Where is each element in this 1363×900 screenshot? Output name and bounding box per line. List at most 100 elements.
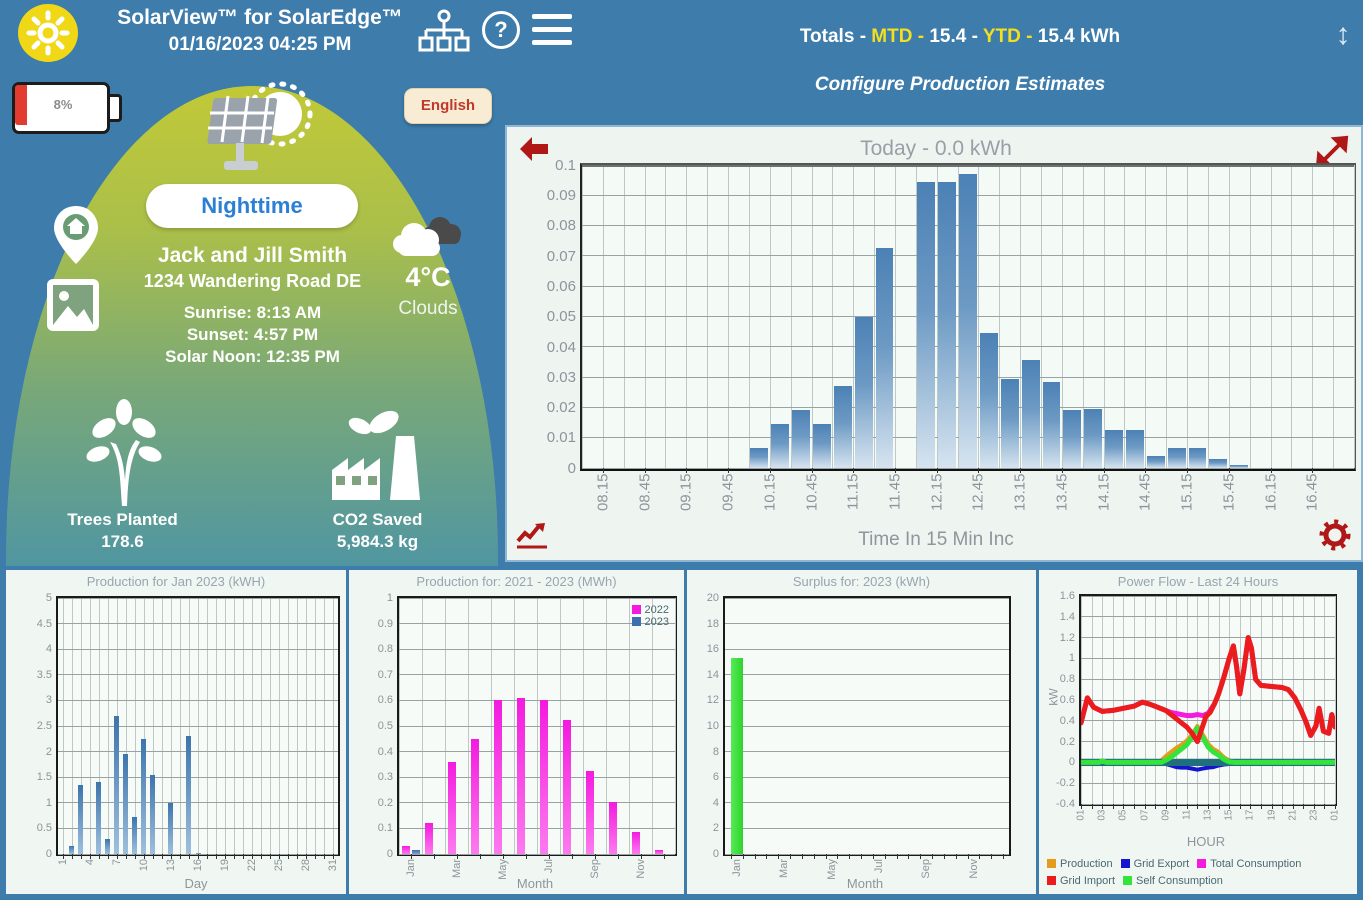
x-tickmark [502, 854, 504, 859]
h-gridline [1081, 616, 1335, 618]
y-tick-label: 0.8 [377, 643, 393, 656]
bar [654, 850, 663, 854]
bar [96, 782, 102, 854]
bar [750, 448, 769, 468]
power-flow-xlabel: HOUR [1186, 834, 1226, 849]
h-gridline [399, 648, 675, 650]
h-gridline [725, 853, 1009, 855]
x-tickmark [479, 854, 481, 859]
separator: - [917, 26, 925, 47]
y-tick-label: 0.04 [546, 338, 576, 356]
totals-unit: kWh [1080, 26, 1121, 47]
x-tickmark [571, 854, 573, 859]
h-gridline [58, 648, 338, 650]
help-icon[interactable]: ? [482, 11, 520, 49]
daylight-status-button[interactable]: Nighttime [146, 184, 358, 228]
x-tickmark [978, 468, 980, 473]
gear-icon[interactable] [1319, 519, 1351, 551]
bar [1125, 430, 1144, 468]
x-tickmark [894, 468, 896, 473]
bar [516, 697, 525, 854]
h-gridline [58, 827, 338, 829]
years-production-card: Production for: 2021 - 2023 (MWh) 0 0.1 0.… [349, 570, 684, 894]
x-tick-label: 05 [1117, 809, 1129, 821]
temperature: 4°C [405, 262, 451, 292]
co2-saved-label: CO2 Saved [332, 510, 423, 529]
vertical-scroll-icon[interactable]: ↕ [1335, 18, 1351, 51]
h-gridline [58, 623, 338, 625]
x-tick-label: 16.45 [1303, 473, 1321, 512]
x-tickmark [107, 854, 109, 859]
y-tick-label: 0 [1068, 756, 1075, 769]
x-tickmark [1229, 804, 1231, 809]
x-tickmark [252, 854, 254, 859]
bar [875, 248, 894, 468]
bar [1021, 360, 1040, 468]
bar [1063, 410, 1082, 468]
y-tick-label: 16 [706, 643, 719, 656]
h-gridline [725, 623, 1009, 625]
x-tickmark [306, 854, 308, 859]
battery-percent: 8% [53, 97, 73, 112]
mtd-label: MTD [871, 26, 913, 47]
h-gridline [725, 597, 1009, 599]
y-tick-label: 0.9 [377, 617, 393, 630]
line-chart-icon[interactable] [515, 521, 551, 551]
bar [833, 386, 852, 468]
v-gridline [675, 598, 676, 854]
y-tick-label: 6 [712, 771, 719, 784]
x-tickmark [837, 854, 839, 859]
menu-icon[interactable] [532, 13, 572, 47]
back-arrow-icon[interactable] [517, 135, 551, 165]
x-tickmark [216, 854, 218, 859]
solar-noon-time: Solar Noon: 12:35 PM [165, 347, 340, 366]
photo-icon[interactable] [44, 276, 102, 334]
h-gridline [1081, 637, 1335, 639]
x-tickmark [1020, 468, 1022, 473]
x-tick-label: 11.45 [886, 473, 904, 510]
h-gridline [1081, 678, 1335, 680]
bar [132, 817, 138, 854]
bar [631, 832, 640, 854]
x-tick-label: 08.45 [636, 473, 654, 512]
h-gridline [58, 725, 338, 727]
sitemap-icon[interactable] [418, 8, 470, 54]
zero-band [1081, 758, 1335, 767]
today-chart-plot: 0 0.01 0.02 0.03 0.04 0.05 0.06 0.07 0.08 0.09 0.1… [547, 157, 1356, 511]
legend-swatch [1197, 859, 1207, 868]
x-tickmark [640, 854, 642, 859]
x-tickmark [1292, 804, 1294, 809]
x-tick-label: 16.15 [1262, 473, 1280, 512]
trees-planted-value: 178.6 [101, 532, 144, 551]
totals-line: Totals - MTD - 15.4 - YTD - 15.4 kWh [700, 26, 1220, 48]
x-tickmark [98, 854, 100, 859]
separator: - [859, 26, 867, 47]
h-gridline [1081, 595, 1335, 597]
x-tickmark [813, 854, 815, 859]
y-tick-label: 3 [45, 694, 52, 707]
surplus-card: Surplus for: 2023 (kWh) 0 2 4 6 8 10 12 14 16 18 2… [687, 570, 1036, 894]
x-tickmark [1081, 804, 1082, 809]
h-gridline [58, 802, 338, 804]
language-button[interactable]: English [404, 88, 492, 124]
x-tickmark [1260, 804, 1262, 809]
sunset-time: Sunset: 4:57 PM [186, 325, 319, 344]
x-tickmark [663, 854, 665, 859]
x-tickmark [932, 854, 934, 859]
location-pin-icon[interactable] [52, 204, 100, 266]
x-tickmark [1003, 854, 1005, 859]
today-chart-xlabel: Time In 15 Min Inc [858, 529, 1014, 550]
x-tickmark [602, 468, 604, 473]
x-tickmark [811, 468, 813, 473]
configure-production-estimates-link[interactable]: Configure Production Estimates [814, 74, 1106, 95]
y-tick-label: 5 [45, 591, 52, 604]
y-tick-label: 0.1 [555, 156, 576, 174]
sun-logo-icon[interactable] [16, 3, 80, 63]
x-tickmark [1187, 468, 1189, 473]
bar [470, 738, 479, 854]
y-tick-label: 0.7 [377, 668, 393, 681]
sunrise-time: Sunrise: 8:13 AM [183, 303, 322, 322]
x-tick-label: 12.15 [928, 473, 946, 512]
h-gridline [725, 776, 1009, 778]
h-gridline [399, 853, 675, 855]
